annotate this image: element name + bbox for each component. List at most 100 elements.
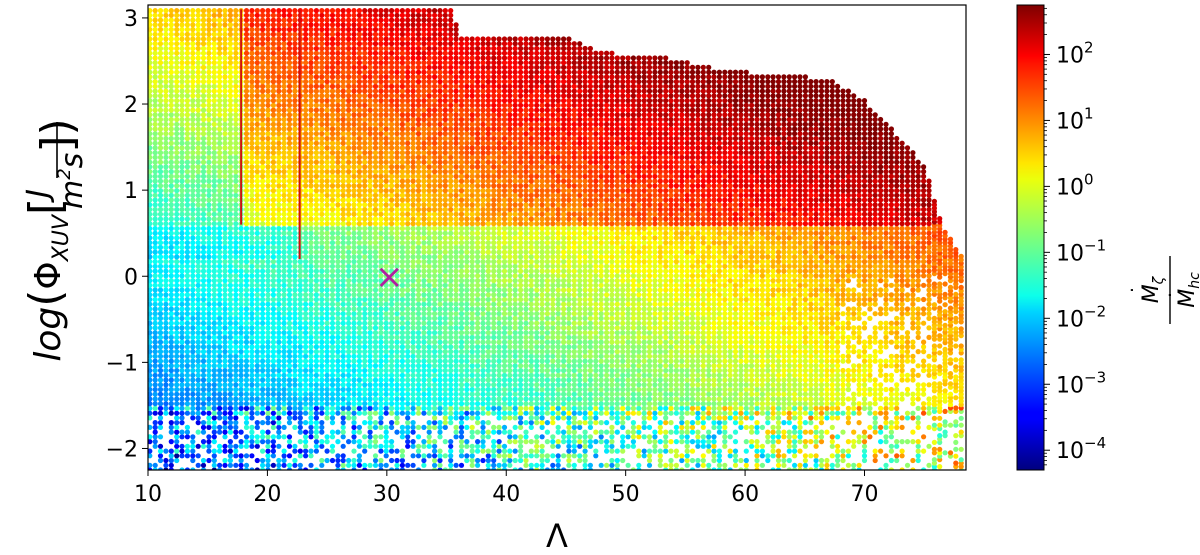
scatter-point: [303, 386, 309, 393]
scatter-point: [233, 169, 239, 175]
scatter-point: [286, 135, 293, 142]
scatter-point: [292, 64, 298, 70]
scatter-point: [217, 69, 223, 75]
scatter-point: [340, 259, 346, 265]
scatter-point: [292, 202, 298, 208]
scatter-point: [211, 183, 217, 189]
scatter-point: [313, 145, 319, 151]
scatter-point: [233, 8, 239, 14]
scatter-point: [378, 282, 384, 288]
scatter-point: [286, 462, 293, 468]
scatter-point: [243, 26, 250, 33]
scatter-point: [233, 69, 239, 75]
scatter-point: [222, 83, 228, 89]
scatter-point: [195, 292, 201, 298]
scatter-point: [184, 320, 190, 326]
scatter-point: [249, 240, 255, 246]
scatter-point: [148, 330, 153, 336]
scatter-point: [195, 386, 201, 393]
scatter-point: [378, 443, 384, 449]
scatter-point: [351, 434, 357, 440]
scatter-point: [319, 439, 325, 445]
scatter-point: [362, 88, 368, 94]
scatter-point: [260, 429, 266, 435]
scatter-point: [217, 135, 223, 142]
scatter-point: [206, 457, 212, 464]
scatter-point: [367, 443, 373, 449]
scatter-point: [421, 121, 427, 127]
scatter-point: [168, 386, 174, 393]
scatter-point: [286, 334, 293, 340]
scatter-point: [340, 311, 346, 317]
scatter-point: [184, 36, 190, 42]
scatter-point: [217, 216, 223, 222]
scatter-point: [346, 98, 352, 104]
scatter-point: [340, 41, 346, 47]
scatter-point: [329, 334, 336, 340]
scatter-point: [340, 443, 346, 449]
scatter-point: [340, 102, 346, 108]
scatter-point: [378, 273, 384, 279]
scatter-point: [329, 216, 336, 222]
scatter-point: [233, 443, 239, 449]
scatter-point: [324, 64, 330, 70]
scatter-point: [389, 159, 395, 165]
scatter-point: [254, 45, 260, 52]
scatter-point: [335, 79, 341, 85]
scatter-point: [168, 424, 174, 430]
scatter-point: [367, 126, 373, 132]
scatter-point: [308, 330, 314, 336]
scatter-point: [190, 230, 196, 236]
scatter-point: [148, 292, 153, 298]
scatter-point: [265, 254, 271, 260]
scatter-point: [319, 230, 325, 236]
scatter-point: [362, 325, 368, 331]
scatter-point: [157, 83, 164, 89]
scatter-point: [163, 64, 169, 70]
scatter-point: [346, 93, 352, 99]
scatter-point: [399, 150, 405, 156]
scatter-point: [415, 386, 422, 393]
scatter-point: [265, 353, 271, 359]
scatter-point: [346, 282, 352, 288]
scatter-point: [313, 278, 319, 284]
scatter-point: [270, 296, 276, 303]
scatter-point: [270, 79, 276, 85]
scatter-point: [351, 211, 357, 217]
scatter-point: [410, 169, 416, 175]
scatter-point: [383, 188, 389, 194]
scatter-point: [340, 154, 346, 160]
scatter-point: [270, 292, 276, 298]
scatter-point: [421, 206, 427, 213]
scatter-point: [405, 334, 411, 340]
scatter-point: [421, 140, 427, 146]
scatter-point: [308, 405, 314, 411]
scatter-point: [286, 79, 293, 85]
scatter-point: [432, 396, 438, 402]
scatter-point: [148, 74, 153, 80]
scatter-point: [276, 240, 282, 246]
scatter-point: [233, 429, 239, 435]
scatter-point: [190, 301, 196, 307]
scatter-point: [340, 45, 346, 52]
scatter-point: [362, 230, 368, 236]
scatter-point: [394, 69, 400, 75]
scatter-point: [217, 131, 223, 137]
scatter-point: [324, 107, 330, 113]
scatter-point: [292, 448, 298, 454]
scatter-point: [190, 282, 196, 288]
scatter-point: [335, 121, 341, 127]
scatter-point: [211, 467, 217, 470]
scatter-point: [313, 121, 319, 127]
scatter-point: [206, 391, 212, 397]
scatter-point: [297, 287, 303, 293]
scatter-point: [260, 434, 266, 440]
scatter-point: [405, 164, 411, 170]
scatter-point: [195, 325, 201, 331]
scatter-point: [351, 64, 357, 70]
scatter-point: [233, 254, 239, 260]
scatter-point: [211, 320, 217, 326]
scatter-point: [346, 225, 352, 232]
scatter-point: [222, 98, 228, 104]
scatter-point: [260, 140, 266, 146]
